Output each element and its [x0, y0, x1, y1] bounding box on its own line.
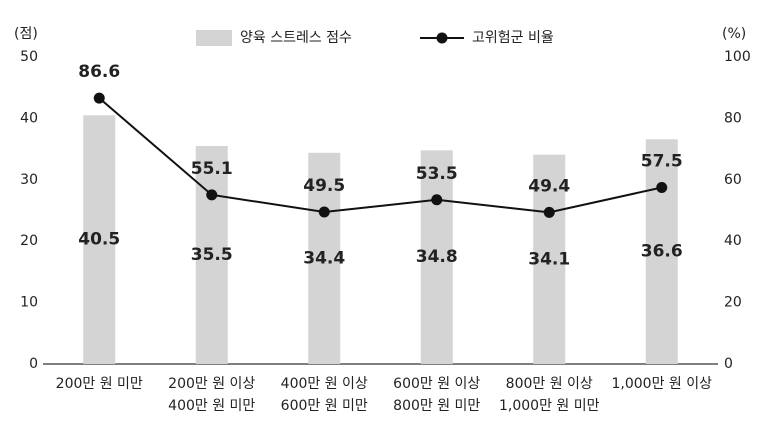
y-tick-label: 20 — [20, 233, 38, 249]
x-tick-label: 1,000만 원 이상 — [612, 376, 713, 392]
line-value-label: 55.1 — [191, 159, 233, 179]
line-point — [656, 181, 668, 193]
bar-value-label: 35.5 — [191, 245, 233, 265]
line-point — [93, 92, 105, 104]
y2-tick-label: 40 — [724, 233, 742, 249]
y2-axis-label: (%) — [722, 26, 746, 42]
y-axis-label: (점) — [14, 26, 38, 42]
legend-label: 고위험군 비율 — [472, 30, 554, 46]
line-point — [543, 206, 555, 218]
y2-tick-label: 100 — [724, 49, 751, 65]
y2-tick-label: 60 — [724, 172, 742, 188]
bar — [308, 152, 341, 364]
y-tick-label: 50 — [20, 49, 38, 65]
x-tick-label: 800만 원 미만 — [393, 398, 480, 414]
y2-tick-label: 80 — [724, 110, 742, 126]
x-tick-label: 400만 원 이상 — [281, 376, 368, 392]
legend-swatch — [196, 30, 232, 46]
x-tick-label: 200만 원 이상 — [168, 376, 255, 392]
x-tick-label: 600만 원 이상 — [393, 376, 480, 392]
bar — [533, 154, 566, 364]
bar-value-label: 34.8 — [416, 247, 458, 267]
bar — [645, 139, 678, 364]
bar-value-label: 36.6 — [641, 242, 683, 262]
line-point — [206, 189, 218, 201]
line-point — [431, 194, 443, 206]
line-value-label: 49.5 — [303, 176, 345, 196]
bar-value-label: 34.1 — [528, 249, 570, 269]
bar — [83, 115, 116, 364]
y-tick-label: 30 — [20, 172, 38, 188]
legend-label: 양육 스트레스 점수 — [240, 30, 352, 46]
bar-value-label: 34.4 — [303, 248, 345, 268]
x-tick-label: 200만 원 미만 — [56, 376, 143, 392]
y2-tick-label: 0 — [724, 356, 733, 372]
y-tick-label: 10 — [20, 295, 38, 311]
x-tick-label: 800만 원 이상 — [506, 376, 593, 392]
line-value-label: 57.5 — [641, 151, 683, 171]
x-tick-label: 1,000만 원 미만 — [499, 398, 600, 414]
line-value-label: 49.4 — [528, 176, 570, 196]
line-point — [318, 206, 330, 218]
legend-swatch — [436, 32, 448, 44]
bar — [195, 146, 228, 364]
y2-tick-label: 20 — [724, 295, 742, 311]
bar — [420, 150, 453, 364]
line-value-label: 86.6 — [78, 62, 120, 82]
x-tick-label: 600만 원 미만 — [281, 398, 368, 414]
y-tick-label: 40 — [20, 110, 38, 126]
y-tick-label: 0 — [29, 356, 38, 372]
x-tick-label: 400만 원 미만 — [168, 398, 255, 414]
line-value-label: 53.5 — [416, 164, 458, 184]
bar-value-label: 40.5 — [78, 230, 120, 250]
line — [98, 97, 662, 214]
